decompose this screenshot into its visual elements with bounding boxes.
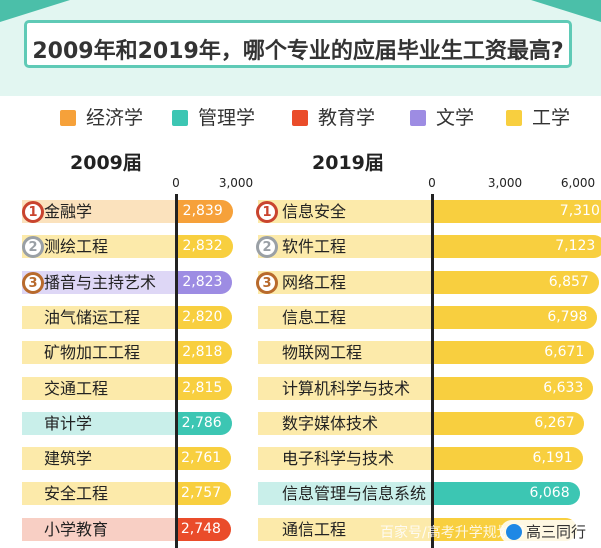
badge-label: 高三同行 xyxy=(526,523,587,541)
value-bar xyxy=(176,270,233,294)
category-label: 安全工程 xyxy=(44,484,109,504)
axis-tick-label: 0 xyxy=(428,176,436,190)
legend-swatch xyxy=(172,110,188,126)
axis-tick-label: 0 xyxy=(172,176,180,190)
wechat-badge: 高三同行 xyxy=(500,520,595,544)
value-label: 2,818 xyxy=(182,344,223,361)
decor-triangle-right xyxy=(531,0,601,22)
legend-swatch xyxy=(292,110,308,126)
value-label: 2,839 xyxy=(182,203,223,219)
rank-number: 1 xyxy=(262,205,272,220)
legend: 经济学 管理学 教育学 文学 工学 xyxy=(60,104,580,132)
value-label: 2,832 xyxy=(182,238,223,255)
category-label: 播音与主持艺术 xyxy=(44,272,157,292)
category-label: 测绘工程 xyxy=(44,237,109,257)
value-label: 6,191 xyxy=(532,450,573,467)
category-label: 计算机科学与技术 xyxy=(282,378,411,398)
wechat-icon xyxy=(506,524,522,540)
value-label: 6,798 xyxy=(547,308,588,325)
value-bar xyxy=(432,235,601,259)
value-bar xyxy=(432,411,585,435)
legend-label: 经济学 xyxy=(86,107,144,129)
value-bar xyxy=(432,305,598,329)
watermark-text: 百家号/高考升学规划师 xyxy=(380,525,525,541)
legend-swatch xyxy=(60,110,76,126)
rank-number: 2 xyxy=(28,240,38,256)
value-label: 2,748 xyxy=(180,520,221,537)
rank-medal-icon: 3 xyxy=(256,271,278,294)
value-label: 2,820 xyxy=(182,308,223,325)
rank-number: 3 xyxy=(262,275,272,291)
value-label: 2,761 xyxy=(181,450,222,467)
rank-medal-icon: 2 xyxy=(256,236,278,259)
value-bar xyxy=(176,305,233,329)
rank-medal-icon: 1 xyxy=(22,201,44,223)
category-label: 网络工程 xyxy=(282,272,347,292)
value-label: 2,823 xyxy=(182,273,223,290)
category-label: 信息管理与信息系统 xyxy=(282,484,427,504)
category-label: 矿物加工工程 xyxy=(44,343,141,363)
chart-title: 2009年和2019年，哪个专业的应届毕业生工资最高? xyxy=(32,39,564,64)
panel-title: 2009届 xyxy=(70,152,142,174)
title-box: 2009年和2019年，哪个专业的应届毕业生工资最高? xyxy=(24,20,572,68)
value-bar xyxy=(432,376,594,400)
category-label: 数字媒体技术 xyxy=(282,413,379,433)
value-label: 7,123 xyxy=(555,238,596,255)
value-bar xyxy=(176,447,232,471)
category-label: 信息安全 xyxy=(282,202,347,221)
axis-tick-label: 6,000 xyxy=(560,176,596,190)
legend-swatch xyxy=(410,110,426,126)
legend-label: 管理学 xyxy=(198,107,256,129)
value-label: 2,786 xyxy=(181,414,222,431)
value-label: 6,671 xyxy=(544,344,585,361)
value-label: 6,267 xyxy=(534,414,575,431)
value-label: 6,068 xyxy=(529,485,570,502)
value-bar xyxy=(176,482,232,506)
panel-title: 2019届 xyxy=(312,152,384,174)
category-label: 电子科学与技术 xyxy=(282,449,395,469)
rank-medal-icon: 2 xyxy=(22,236,44,259)
value-bar xyxy=(432,482,580,506)
value-label: 6,857 xyxy=(548,273,589,290)
value-label: 2,757 xyxy=(181,485,222,502)
value-bar xyxy=(432,447,583,471)
category-label: 小学教育 xyxy=(44,519,109,539)
legend-label: 工学 xyxy=(532,107,571,129)
value-bar xyxy=(432,200,601,223)
rank-medal-icon: 1 xyxy=(256,201,278,223)
axis-tick-label: 3,000 xyxy=(487,176,523,190)
decor-triangle-left xyxy=(0,0,70,22)
value-label: 2,815 xyxy=(182,379,223,396)
value-bar xyxy=(432,270,599,294)
value-bar xyxy=(176,411,232,435)
category-label: 信息工程 xyxy=(282,307,347,327)
rank-number: 2 xyxy=(262,240,272,256)
rank-number: 3 xyxy=(28,275,38,291)
value-bar xyxy=(176,341,233,365)
category-label: 物联网工程 xyxy=(282,343,363,363)
category-label: 建筑学 xyxy=(44,449,93,469)
rank-number: 1 xyxy=(28,205,38,220)
category-label: 油气储运工程 xyxy=(44,307,141,327)
legend-swatch xyxy=(506,110,522,126)
legend-label: 文学 xyxy=(436,107,475,129)
value-bar xyxy=(176,200,233,223)
axis-tick-label: 3,000 xyxy=(218,176,254,190)
rank-medal-icon: 3 xyxy=(22,271,44,294)
legend-label: 教育学 xyxy=(318,107,376,129)
category-label: 交通工程 xyxy=(44,378,109,398)
category-label: 软件工程 xyxy=(282,237,347,257)
value-bar xyxy=(432,341,595,365)
value-bar xyxy=(176,517,231,541)
value-label: 7,310 xyxy=(559,203,600,219)
category-label: 通信工程 xyxy=(282,519,347,539)
value-label: 6,633 xyxy=(543,379,584,396)
category-label: 审计学 xyxy=(44,413,93,433)
value-bar xyxy=(176,376,233,400)
zero-axis-line xyxy=(431,194,434,548)
value-bar xyxy=(176,235,233,259)
category-label: 金融学 xyxy=(44,202,93,221)
zero-axis-line xyxy=(175,194,178,548)
